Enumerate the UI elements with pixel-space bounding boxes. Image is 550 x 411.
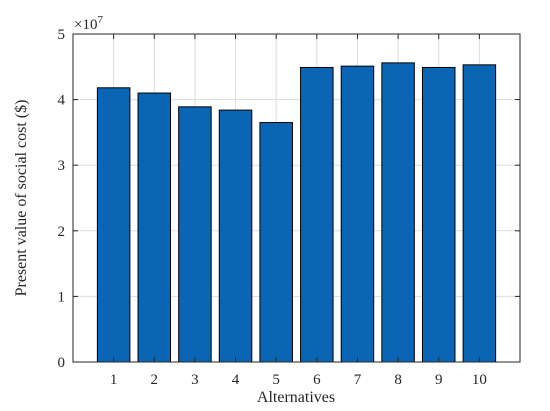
y-exponent-power: 7 <box>97 14 103 26</box>
y-tick-label: 0 <box>58 355 66 371</box>
x-tick-label: 8 <box>394 372 402 388</box>
bar <box>340 65 375 363</box>
y-axis-title: Present value of social cost ($) <box>13 100 30 297</box>
bar <box>178 106 212 363</box>
x-tick-label: 9 <box>435 372 443 388</box>
y-tick-label: 3 <box>58 158 66 174</box>
ticks <box>73 33 520 363</box>
y-tick-label: 4 <box>58 93 66 109</box>
x-tick-label: 2 <box>151 372 159 388</box>
x-tick-label: 10 <box>472 372 487 388</box>
bar <box>421 66 456 363</box>
bar <box>462 64 497 363</box>
bars <box>96 62 497 363</box>
bar <box>96 87 131 363</box>
bar <box>137 92 172 363</box>
y-tick-labels: 0 1 2 3 4 5 <box>58 27 66 371</box>
x-tick-label: 4 <box>232 372 240 388</box>
x-tick-label: 5 <box>272 372 280 388</box>
y-tick-label: 1 <box>58 289 66 305</box>
x-axis-title: Alternatives <box>257 389 335 406</box>
bar <box>218 109 253 363</box>
plot-frame <box>72 33 521 363</box>
y-tick-label: 2 <box>58 224 66 240</box>
y-exponent-base: ×10 <box>74 17 97 33</box>
x-tick-label: 3 <box>191 372 199 388</box>
bar <box>381 62 415 363</box>
x-tick-label: 7 <box>354 372 362 388</box>
bar <box>259 122 293 363</box>
x-tick-label: 1 <box>110 372 118 388</box>
x-tick-labels: 1 2 3 4 5 6 7 8 9 10 <box>110 372 487 388</box>
bar <box>300 66 334 363</box>
x-tick-label: 6 <box>313 372 321 388</box>
y-exponent-label: ×107 <box>74 14 103 33</box>
y-tick-label: 5 <box>58 27 66 43</box>
